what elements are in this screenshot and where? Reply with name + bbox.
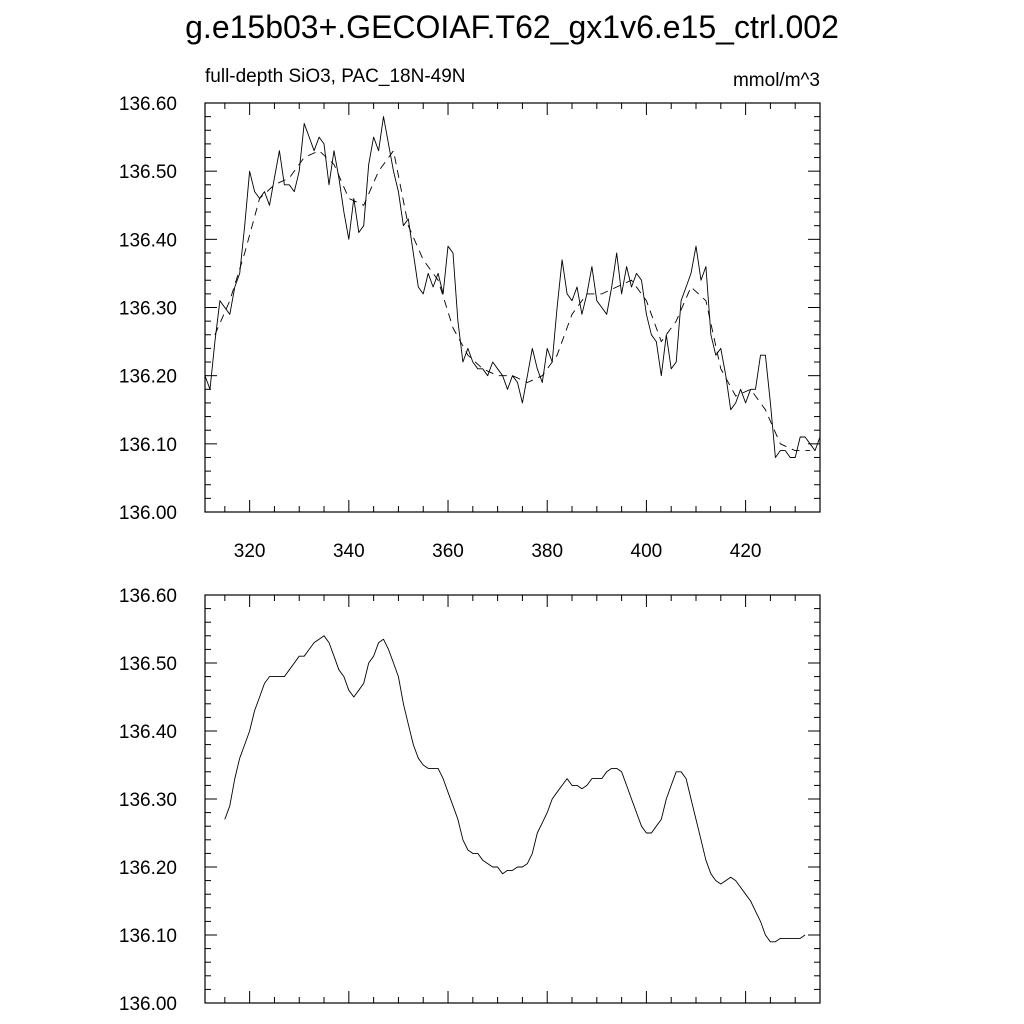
x-tick-label: 320: [234, 541, 266, 562]
series-line: [204, 116, 821, 458]
x-tick-label: 340: [333, 541, 365, 562]
bottom-plot-panel: 136.00 136.10 136.20 136.30 136.40 136.50 136.…: [119, 586, 821, 1015]
y-tick-label: 136.10: [119, 435, 177, 456]
y-tick-label: 136.10: [119, 926, 177, 947]
plot-frame: [204, 102, 821, 513]
y-tick-label: 136.20: [119, 367, 177, 388]
y-tick-label: 136.00: [119, 503, 177, 524]
subtitle-left: full-depth SiO3, PAC_18N-49N: [205, 66, 466, 87]
y-tick-label: 136.40: [119, 230, 177, 251]
x-tick-label: 400: [631, 541, 663, 562]
y-tick-label: 136.50: [119, 162, 177, 183]
smoothed-series-line: [214, 150, 811, 452]
x-tick-label: 360: [432, 541, 464, 562]
y-tick-label: 136.30: [119, 299, 177, 320]
y-tick-label: 136.20: [119, 858, 177, 879]
x-tick-label: 380: [531, 541, 563, 562]
x-tick-label: 420: [730, 541, 762, 562]
plot-frame: [204, 594, 821, 1004]
y-tick-label: 136.60: [119, 94, 177, 115]
top-plot-panel: 136.00 136.10 136.20 136.30 136.40 136.50 136.…: [119, 94, 821, 562]
y-tick-label: 136.30: [119, 790, 177, 811]
y-tick-label: 136.50: [119, 654, 177, 675]
series-line: [224, 635, 806, 943]
y-tick-label: 136.00: [119, 994, 177, 1015]
figure-title: g.e15b03+.GECOIAF.T62_gx1v6.e15_ctrl.002: [185, 9, 839, 45]
subtitle-right: mmol/m^3: [733, 70, 820, 91]
y-tick-label: 136.60: [119, 586, 177, 607]
y-tick-label: 136.40: [119, 722, 177, 743]
